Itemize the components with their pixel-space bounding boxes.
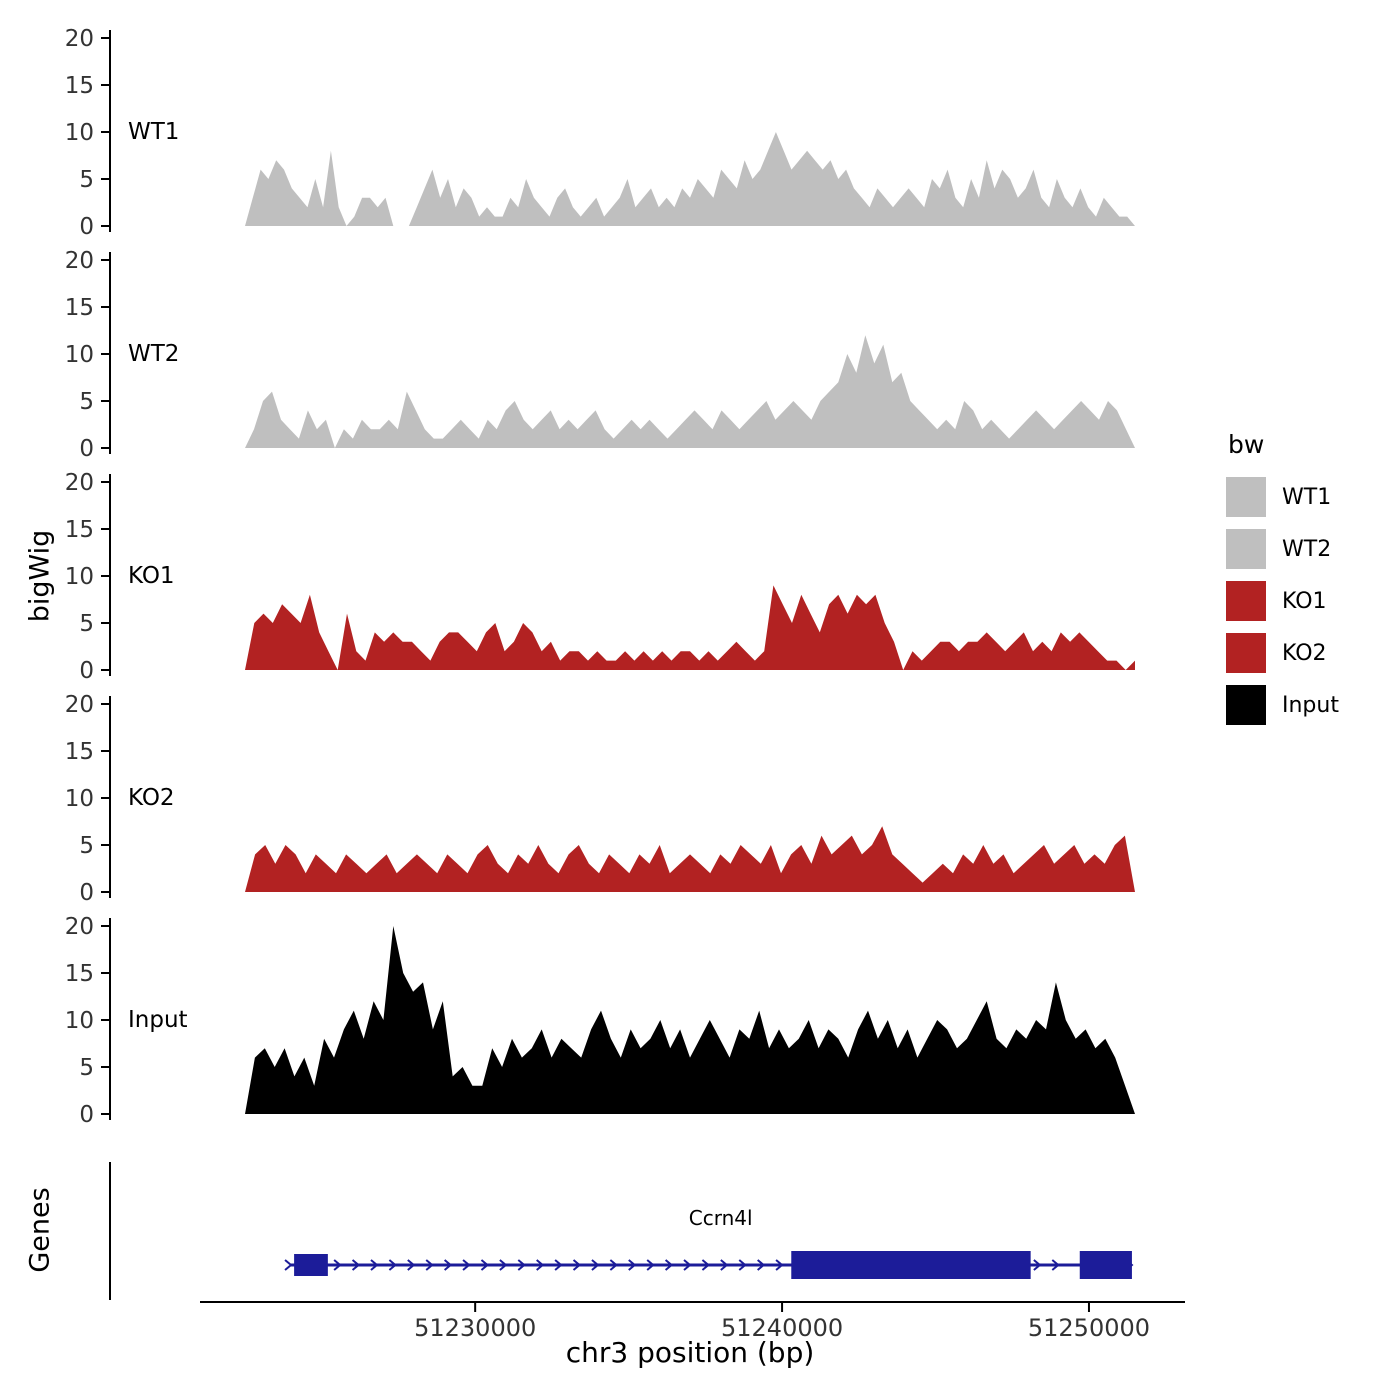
legend-label-ko2: KO2 — [1282, 640, 1327, 666]
legend-swatch-wt1 — [1226, 477, 1266, 517]
svg-text:0: 0 — [79, 1102, 94, 1128]
x-axis-title: chr3 position (bp) — [565, 1336, 815, 1369]
gene-label: Ccrn4l — [688, 1206, 753, 1230]
svg-text:20: 20 — [65, 470, 94, 496]
svg-text:15: 15 — [65, 739, 94, 765]
svg-text:10: 10 — [65, 786, 94, 812]
svg-text:5: 5 — [79, 611, 94, 637]
legend-label-ko1: KO1 — [1282, 588, 1327, 614]
legend-entry-wt1: WT1 — [1226, 477, 1339, 517]
svg-text:0: 0 — [79, 880, 94, 906]
panel-label-ko2: KO2 — [128, 785, 175, 811]
legend-swatch-wt2 — [1226, 529, 1266, 569]
svg-text:51250000: 51250000 — [1028, 1314, 1150, 1342]
legend-entry-ko1: KO1 — [1226, 581, 1339, 621]
svg-text:15: 15 — [65, 73, 94, 99]
legend-label-wt1: WT1 — [1282, 484, 1332, 510]
legend-entry-input: Input — [1226, 685, 1339, 725]
svg-text:15: 15 — [65, 961, 94, 987]
svg-text:0: 0 — [79, 658, 94, 684]
legend-title: bw — [1228, 430, 1265, 459]
panel-label-wt2: WT2 — [128, 341, 180, 367]
svg-text:5: 5 — [79, 833, 94, 859]
legend-entry-wt2: WT2 — [1226, 529, 1339, 569]
svg-text:5: 5 — [79, 1055, 94, 1081]
svg-text:5: 5 — [79, 167, 94, 193]
legend-label-wt2: WT2 — [1282, 536, 1332, 562]
legend-entry-ko2: KO2 — [1226, 633, 1339, 673]
svg-text:20: 20 — [65, 248, 94, 274]
svg-text:10: 10 — [65, 342, 94, 368]
legend-swatch-ko1 — [1226, 581, 1266, 621]
svg-text:5: 5 — [79, 389, 94, 415]
panel-label-input: Input — [128, 1007, 188, 1033]
svg-text:20: 20 — [65, 26, 94, 52]
panel-label-ko1: KO1 — [128, 563, 175, 589]
genes-axis-title: Genes — [24, 1187, 56, 1273]
svg-text:10: 10 — [65, 120, 94, 146]
legend-swatch-input — [1226, 685, 1266, 725]
svg-text:0: 0 — [79, 214, 94, 240]
svg-text:10: 10 — [65, 564, 94, 590]
legend: bw WT1 WT2 KO1 KO2 Input — [1226, 430, 1339, 737]
svg-text:15: 15 — [65, 517, 94, 543]
svg-text:20: 20 — [65, 914, 94, 940]
svg-text:0: 0 — [79, 436, 94, 462]
panel-label-wt1: WT1 — [128, 119, 180, 145]
svg-text:10: 10 — [65, 1008, 94, 1034]
svg-text:15: 15 — [65, 295, 94, 321]
y-axis-title: bigWig — [24, 529, 56, 623]
svg-text:51230000: 51230000 — [414, 1314, 536, 1342]
legend-label-input: Input — [1282, 692, 1339, 718]
svg-text:51240000: 51240000 — [721, 1314, 843, 1342]
svg-text:20: 20 — [65, 692, 94, 718]
legend-swatch-ko2 — [1226, 633, 1266, 673]
